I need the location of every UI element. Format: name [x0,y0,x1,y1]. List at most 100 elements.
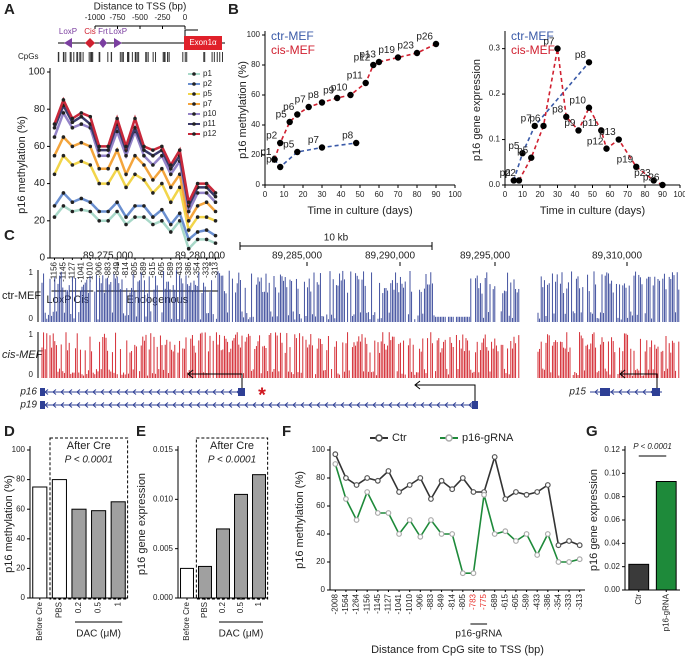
data-point [88,209,93,214]
data-point [585,104,593,111]
gene-chevron [228,389,233,395]
data-point [213,194,218,199]
gene-chevron [404,402,409,408]
legend-label: p7 [203,99,212,108]
data-point [555,559,562,565]
y-axis-label: p16 gene expression [588,469,600,571]
track-scale: 0 [29,314,34,323]
gene-chevron [460,402,465,408]
gene-chevron [124,402,129,408]
bar [32,486,48,599]
element-shape [99,38,107,48]
data-point [576,542,583,549]
data-point [659,181,666,189]
gene-chevron [252,402,257,408]
data-point [470,570,477,577]
data-point [160,181,164,186]
x-tick-label: -313 [575,593,584,610]
data-point [160,207,164,212]
data-point [575,127,582,134]
gene-chevron [164,402,169,408]
data-point [177,211,182,216]
gene-chevron [634,389,639,395]
bar [180,567,194,599]
point-label: p5 [508,141,520,152]
point-label: p7 [521,114,533,125]
data-point [52,122,57,126]
data-point [513,538,519,544]
data-point [124,215,128,219]
gene-exon [238,388,245,396]
x-tick-label: 40 [337,190,346,199]
x-tick-label: 50 [356,190,365,199]
tss-arrow [187,369,243,388]
gene-chevron [212,402,217,408]
data-point [353,517,360,523]
annotation: p16-gRNA [455,629,502,640]
data-point [61,98,66,102]
coordinate-label: 89,285,000 [272,251,322,262]
data-point [523,531,530,537]
data-point [406,517,413,523]
y-tick-label: 0.00 [604,585,620,594]
gene-chevron [220,402,225,408]
tss-arrow [184,29,198,36]
legend-label: p16-gRNA [462,432,514,444]
data-point [364,475,371,481]
gene-chevron [228,402,233,408]
data-point [151,215,155,219]
data-point [491,531,498,537]
legend-marker [192,132,196,136]
data-point [204,237,209,242]
x-tick-label: -1564 [341,593,350,614]
gene-chevron [204,402,209,408]
y-tick-label: 0.000 [153,593,174,602]
data-point [79,114,84,119]
point-label: p5 [276,110,288,121]
data-point [510,177,517,184]
data-point [374,510,381,516]
coordinate-label: 89,290,000 [365,251,415,262]
y-tick-label: 0 [321,585,326,594]
data-point [523,491,530,498]
data-point [52,215,57,219]
track-label: ctr-MEF [2,290,41,302]
data-point [195,237,200,242]
gene-chevron [164,389,169,395]
x-tick-label: -1127 [384,593,393,613]
x-tick-label: 0.2 [218,601,227,613]
gene-chevron [260,402,265,408]
dashed-box [49,437,129,600]
x-tick-label: -433 [175,261,184,278]
legend-label: p1 [203,69,212,78]
x-tick-label: -1010 [85,261,94,282]
legend-marker [445,434,453,442]
data-point [160,144,164,149]
x-tick-label: -805 [458,593,467,610]
data-point [124,144,128,149]
x-tick-label: 0 [503,190,508,199]
bar [51,479,67,599]
gene-chevron [444,402,449,408]
bar [71,508,87,599]
data-point [168,222,173,227]
data-point [305,103,312,111]
gene-chevron [100,402,105,408]
gene-chevron [188,389,193,395]
y-tick-label: 0.2 [489,89,501,98]
gene-chevron [364,402,369,408]
dashed-box [195,437,269,600]
data-point [318,144,326,151]
gene-exon [40,401,45,409]
data-point [576,556,583,563]
data-point [204,185,209,190]
x-tick-label: 10 [280,190,289,199]
gene-chevron [308,402,313,408]
data-point [177,185,182,190]
data-point [195,230,200,234]
bar [110,501,126,599]
bar [628,563,650,591]
gene-chevron [626,389,631,395]
series-line [334,463,580,574]
x-tick-label: 0.5 [94,601,103,613]
